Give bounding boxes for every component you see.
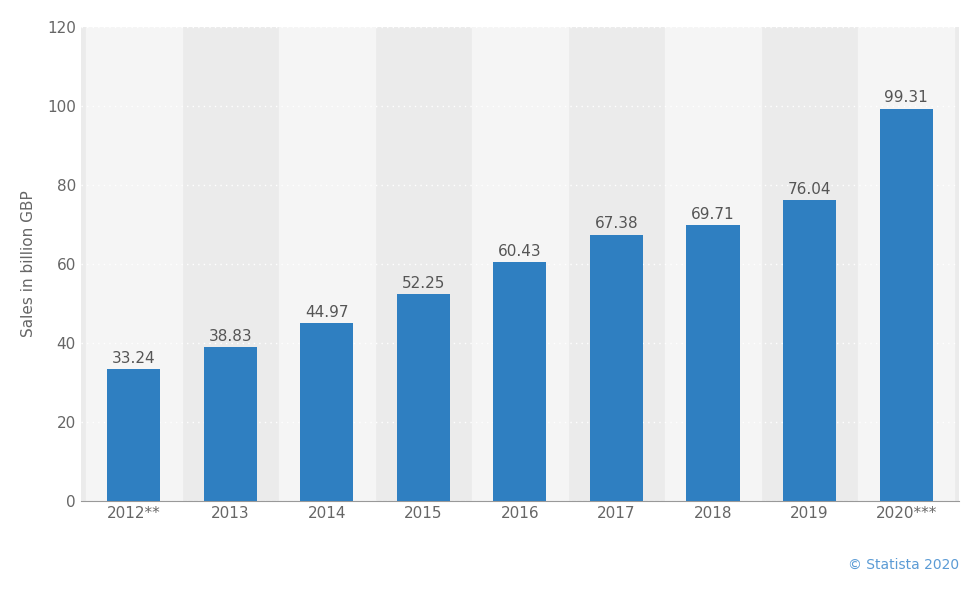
Bar <box>397 294 450 501</box>
Bar <box>85 27 182 501</box>
Bar <box>493 262 547 501</box>
Text: 67.38: 67.38 <box>595 217 638 231</box>
Text: 44.97: 44.97 <box>305 305 349 320</box>
Bar <box>107 369 161 501</box>
Bar <box>664 27 761 501</box>
Bar <box>204 348 257 501</box>
Text: 99.31: 99.31 <box>884 90 928 106</box>
Text: 60.43: 60.43 <box>498 244 542 259</box>
Text: 69.71: 69.71 <box>691 207 735 222</box>
Text: 52.25: 52.25 <box>402 276 445 291</box>
Text: 33.24: 33.24 <box>112 351 156 366</box>
Bar <box>590 235 643 501</box>
Text: 76.04: 76.04 <box>788 182 831 197</box>
Bar <box>471 27 568 501</box>
Bar <box>783 201 836 501</box>
Text: © Statista 2020: © Statista 2020 <box>848 558 959 572</box>
Y-axis label: Sales in billion GBP: Sales in billion GBP <box>21 191 36 337</box>
Bar <box>278 27 375 501</box>
Bar <box>300 323 354 501</box>
Bar <box>879 109 933 501</box>
Text: 38.83: 38.83 <box>209 329 252 344</box>
Bar <box>686 225 740 501</box>
Bar <box>858 27 955 501</box>
